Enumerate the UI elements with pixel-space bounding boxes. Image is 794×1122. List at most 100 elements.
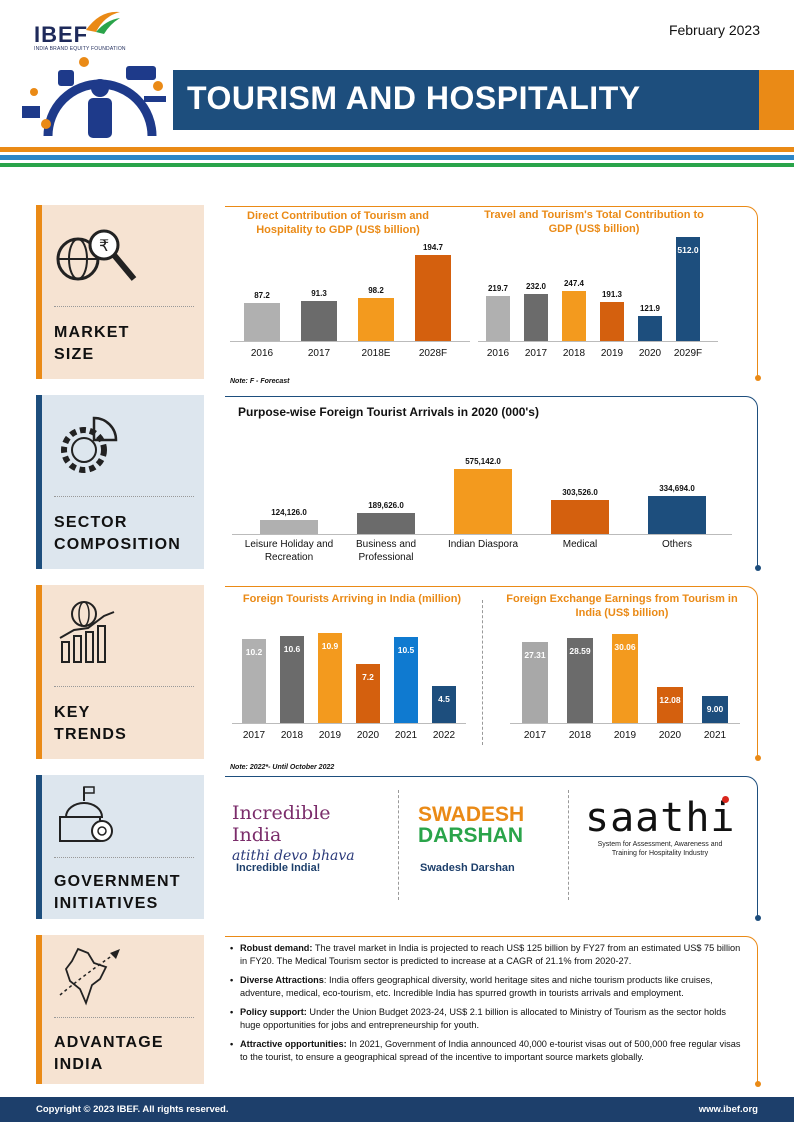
title-accent [759, 70, 794, 130]
data-label: 334,694.0 [659, 484, 695, 494]
chart-bar [676, 236, 700, 341]
data-label: 124,126.0 [271, 507, 307, 517]
data-label: 303,526.0 [562, 487, 598, 497]
data-label: 12.08 [659, 695, 681, 706]
data-label: 512.0 [677, 244, 699, 255]
chart-bar [638, 316, 662, 341]
chart-bar [357, 512, 415, 534]
market-size-label: MARKET SIZE [54, 324, 130, 363]
tick-label: 2019 [318, 730, 342, 741]
initiative-divider [398, 790, 399, 900]
incredible-india-caption: Incredible India! [236, 862, 321, 874]
sector-composition-panel [36, 395, 204, 569]
tick-label: Business and Professional [355, 539, 417, 563]
data-label: 98.2 [368, 285, 384, 295]
swadesh-darshan-caption: Swadesh Darshan [420, 862, 515, 874]
tick-label: 2017 [242, 730, 266, 741]
chart-bar [551, 499, 609, 534]
tick-label: 2018E [361, 348, 391, 359]
tick-label: 2017 [524, 348, 548, 359]
chart-bar [522, 641, 548, 723]
data-label: 10.6 [283, 643, 301, 654]
advantage-item: Robust demand: The travel market in Indi… [230, 942, 746, 967]
tick-label: Others [661, 539, 692, 550]
data-label: 189,626.0 [368, 500, 404, 510]
frame-end-dot [755, 1081, 761, 1087]
tick-label: 2020 [638, 348, 662, 359]
advantage-item: Attractive opportunities: In 2021, Gover… [230, 1038, 746, 1063]
data-label: 4.5 [438, 694, 450, 705]
advantage-india-panel [36, 935, 204, 1084]
government-initiatives-label: GOVERNMENT INITIATIVES [54, 873, 181, 912]
data-label: 247.4 [563, 278, 585, 288]
tick-label: 2021 [703, 730, 727, 741]
stripe-orange [0, 147, 794, 152]
advantage-india-label: ADVANTAGE INDIA [54, 1034, 164, 1073]
gear-pie-chart-icon [61, 416, 118, 473]
divider [54, 1017, 194, 1018]
tick-label: 2017 [307, 348, 331, 359]
data-label: 9.00 [706, 704, 724, 715]
website-link[interactable]: www.ibef.org [698, 1104, 758, 1115]
swadesh-darshan-logo: SWADESH DARSHAN [418, 803, 525, 847]
footer: Copyright © 2023 IBEF. All rights reserv… [0, 1097, 794, 1122]
chart-bar [318, 633, 342, 723]
page-title: TOURISM AND HOSPITALITY [187, 80, 641, 116]
chart-bar [394, 636, 418, 723]
trends-frame [225, 586, 758, 758]
chart-title: Travel and Tourism's Total Contribution … [484, 209, 704, 235]
tick-label: 2028F [418, 348, 448, 359]
trends-note: Note: 2022*- Until October 2022 [230, 764, 335, 771]
chart-bar [454, 468, 512, 534]
stripe-green [0, 163, 794, 167]
svg-text:₹: ₹ [99, 236, 109, 255]
chart-bar [657, 687, 683, 723]
data-label: 10.9 [321, 641, 339, 652]
chart-divider [482, 600, 483, 745]
sector-composition-label: SECTOR COMPOSITION [54, 514, 181, 553]
tick-label: 2016 [486, 348, 510, 359]
chart-title: Direct Contribution of Tourism and Hospi… [247, 210, 429, 236]
government-initiatives-panel [36, 775, 204, 919]
chart-title: Foreign Tourists Arriving in India (mill… [242, 593, 462, 605]
purpose-wise-arrivals-chart: 124,126.0 Leisure Holiday and Recreation 1… [232, 450, 732, 568]
chart-bar [562, 290, 586, 341]
chart-bar [432, 686, 456, 723]
frame-end-dot [755, 375, 761, 381]
tick-label: Indian Diaspora [447, 539, 519, 550]
tick-label: 2017 [523, 730, 547, 741]
government-building-gear-icon [59, 786, 113, 842]
x-axis-line [232, 534, 732, 535]
chart-bar [415, 255, 451, 341]
advantage-list: Robust demand: The travel market in Indi… [230, 942, 746, 1070]
key-trends-panel [36, 585, 204, 759]
saathi-dot-icon [722, 796, 729, 803]
tick-label: 2020 [658, 730, 682, 741]
tick-label: Medical [562, 539, 598, 550]
gdp-total-contribution-chart: 219.7 2016 232.0 2017 247.4 2018 191.3 2019 121.… [478, 236, 718, 365]
x-axis-line [230, 341, 470, 342]
chart-bar [244, 302, 280, 341]
frame-end-dot [755, 755, 761, 761]
tourism-illustration-icon [22, 57, 166, 138]
chart-bar [486, 296, 510, 341]
tick-label: 2020 [356, 730, 380, 741]
divider [54, 686, 194, 687]
adv-frame [225, 936, 758, 1084]
gdp-direct-contribution-chart: 87.2 2016 91.3 2017 98.2 2018E 194.7 2028F [230, 240, 470, 365]
forex-earnings-chart: 27.31 2017 28.59 2018 30.06 2019 12.08 2020 9.00… [510, 625, 740, 747]
advantage-item: Diverse Attractions: India offers geogra… [230, 974, 746, 999]
stripe-blue [0, 155, 794, 160]
data-label: 191.3 [601, 290, 623, 300]
market-size-panel [36, 205, 204, 379]
data-label: 194.7 [422, 243, 444, 253]
copyright-text: Copyright © 2023 IBEF. All rights reserv… [36, 1104, 229, 1115]
data-label: 27.31 [524, 649, 546, 660]
tick-label: 2019 [600, 348, 624, 359]
gov-frame [225, 776, 758, 918]
chart-bar [612, 633, 638, 723]
data-label: 28.59 [569, 646, 591, 657]
logo-subtitle: INDIA BRAND EQUITY FOUNDATION [34, 46, 126, 52]
tick-label: 2021 [394, 730, 418, 741]
x-axis-line [510, 723, 740, 724]
